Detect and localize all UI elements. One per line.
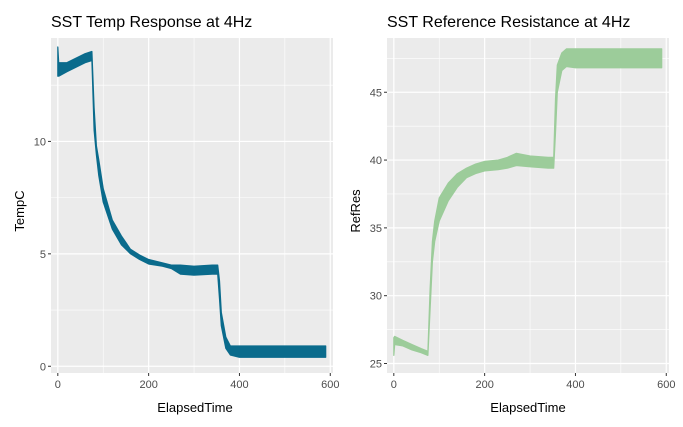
refres-x-tick-label: 0	[391, 379, 397, 391]
temp-plot-background	[51, 38, 333, 373]
refres-y-axis-label: RefRes	[348, 189, 363, 233]
temp-gridlines	[51, 38, 333, 373]
temp-y-tick-label: 5	[40, 249, 46, 261]
temp-x-tick-label: 600	[321, 379, 339, 391]
temp-x-tick-label: 200	[139, 379, 157, 391]
temp-x-axis: 0 200 400 600	[55, 373, 339, 391]
refres-y-tick-label: 35	[370, 223, 382, 235]
refres-plot-background	[387, 38, 669, 373]
refres-x-axis: 0 200 400 600	[391, 373, 675, 391]
refres-chart-title: SST Reference Resistance at 4Hz	[387, 14, 630, 31]
refres-y-tick-label: 40	[370, 155, 382, 167]
refres-y-tick-label: 25	[370, 359, 382, 371]
temp-x-tick-label: 0	[55, 379, 61, 391]
refres-y-tick-label: 45	[370, 87, 382, 99]
temp-series	[57, 46, 327, 358]
temp-series-band	[57, 46, 327, 358]
refres-y-axis: 25 30 35 40 45	[370, 87, 387, 371]
refres-x-tick-label: 200	[475, 379, 493, 391]
refres-x-tick-label: 600	[657, 379, 675, 391]
refres-panel: SST Reference Resistance at 4Hz 25 30 35 40…	[348, 14, 675, 415]
temp-y-tick-label: 10	[34, 136, 46, 148]
refres-series-band	[393, 48, 663, 356]
temp-y-axis: 0 5 10	[34, 136, 51, 373]
refres-series	[393, 48, 663, 356]
temp-chart-title: SST Temp Response at 4Hz	[51, 14, 252, 31]
temp-y-tick-label: 0	[40, 361, 46, 373]
temp-x-tick-label: 400	[230, 379, 248, 391]
temp-response-panel: SST Temp Response at 4Hz 0 5 10 0 200 400 600…	[12, 14, 339, 415]
refres-y-tick-label: 30	[370, 291, 382, 303]
temp-x-axis-label: ElapsedTime	[157, 400, 232, 415]
refres-x-tick-label: 400	[566, 379, 584, 391]
refres-x-axis-label: ElapsedTime	[490, 400, 565, 415]
temp-y-axis-label: TempC	[12, 190, 27, 231]
